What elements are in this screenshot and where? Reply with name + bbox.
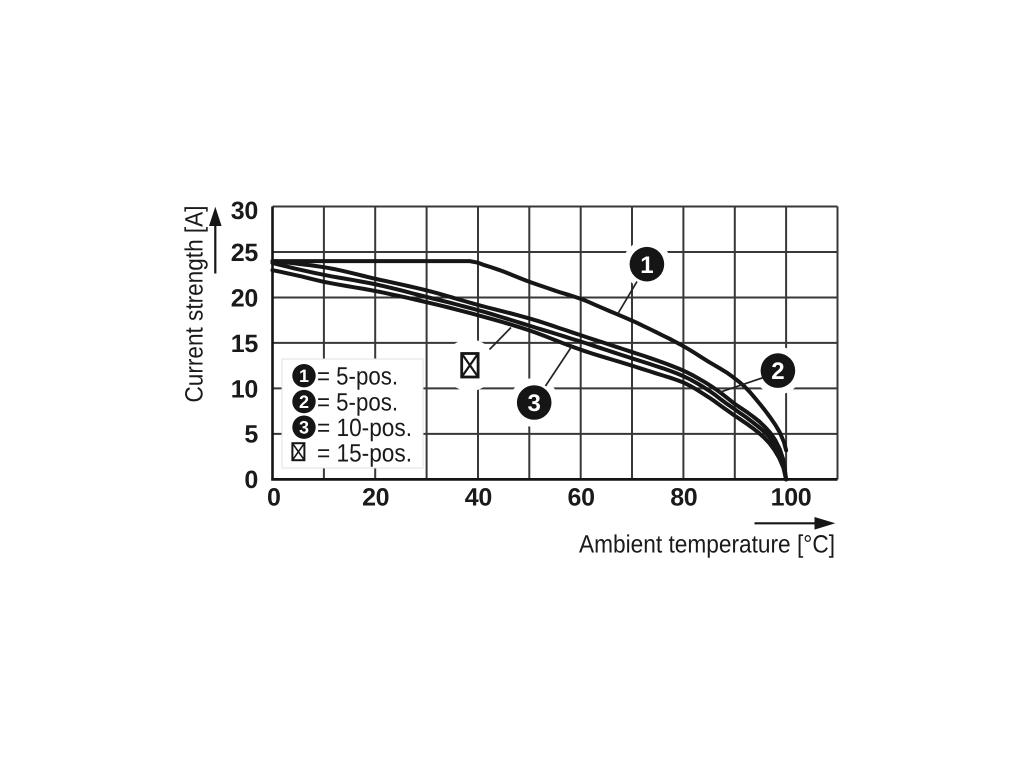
svg-text:3: 3 bbox=[528, 390, 541, 417]
svg-text:1: 1 bbox=[640, 252, 653, 279]
svg-text:2: 2 bbox=[771, 358, 784, 385]
svg-text:30: 30 bbox=[231, 197, 258, 225]
svg-text:20: 20 bbox=[362, 483, 389, 511]
svg-text:80: 80 bbox=[670, 483, 697, 511]
svg-text:0: 0 bbox=[267, 483, 281, 511]
svg-text:5: 5 bbox=[244, 421, 258, 449]
svg-text:Current strength [A]: Current strength [A] bbox=[180, 206, 208, 403]
svg-text:2: 2 bbox=[299, 392, 309, 412]
svg-text:1: 1 bbox=[299, 366, 309, 386]
svg-text:25: 25 bbox=[231, 239, 259, 267]
svg-text:15: 15 bbox=[231, 330, 259, 358]
svg-text:10: 10 bbox=[231, 376, 258, 404]
svg-text:= 5-pos.: = 5-pos. bbox=[317, 363, 398, 391]
svg-text:= 10-pos.: = 10-pos. bbox=[317, 414, 412, 442]
svg-text:100: 100 bbox=[771, 483, 812, 511]
svg-text:3: 3 bbox=[299, 418, 309, 438]
svg-text:= 5-pos.: = 5-pos. bbox=[317, 389, 398, 417]
svg-text:Ambient temperature [°C]: Ambient temperature [°C] bbox=[579, 531, 835, 559]
svg-text:0: 0 bbox=[244, 466, 258, 494]
svg-text:20: 20 bbox=[231, 285, 258, 313]
svg-text:= 15-pos.: = 15-pos. bbox=[317, 440, 412, 468]
svg-text:60: 60 bbox=[567, 483, 594, 511]
svg-text:40: 40 bbox=[465, 483, 492, 511]
